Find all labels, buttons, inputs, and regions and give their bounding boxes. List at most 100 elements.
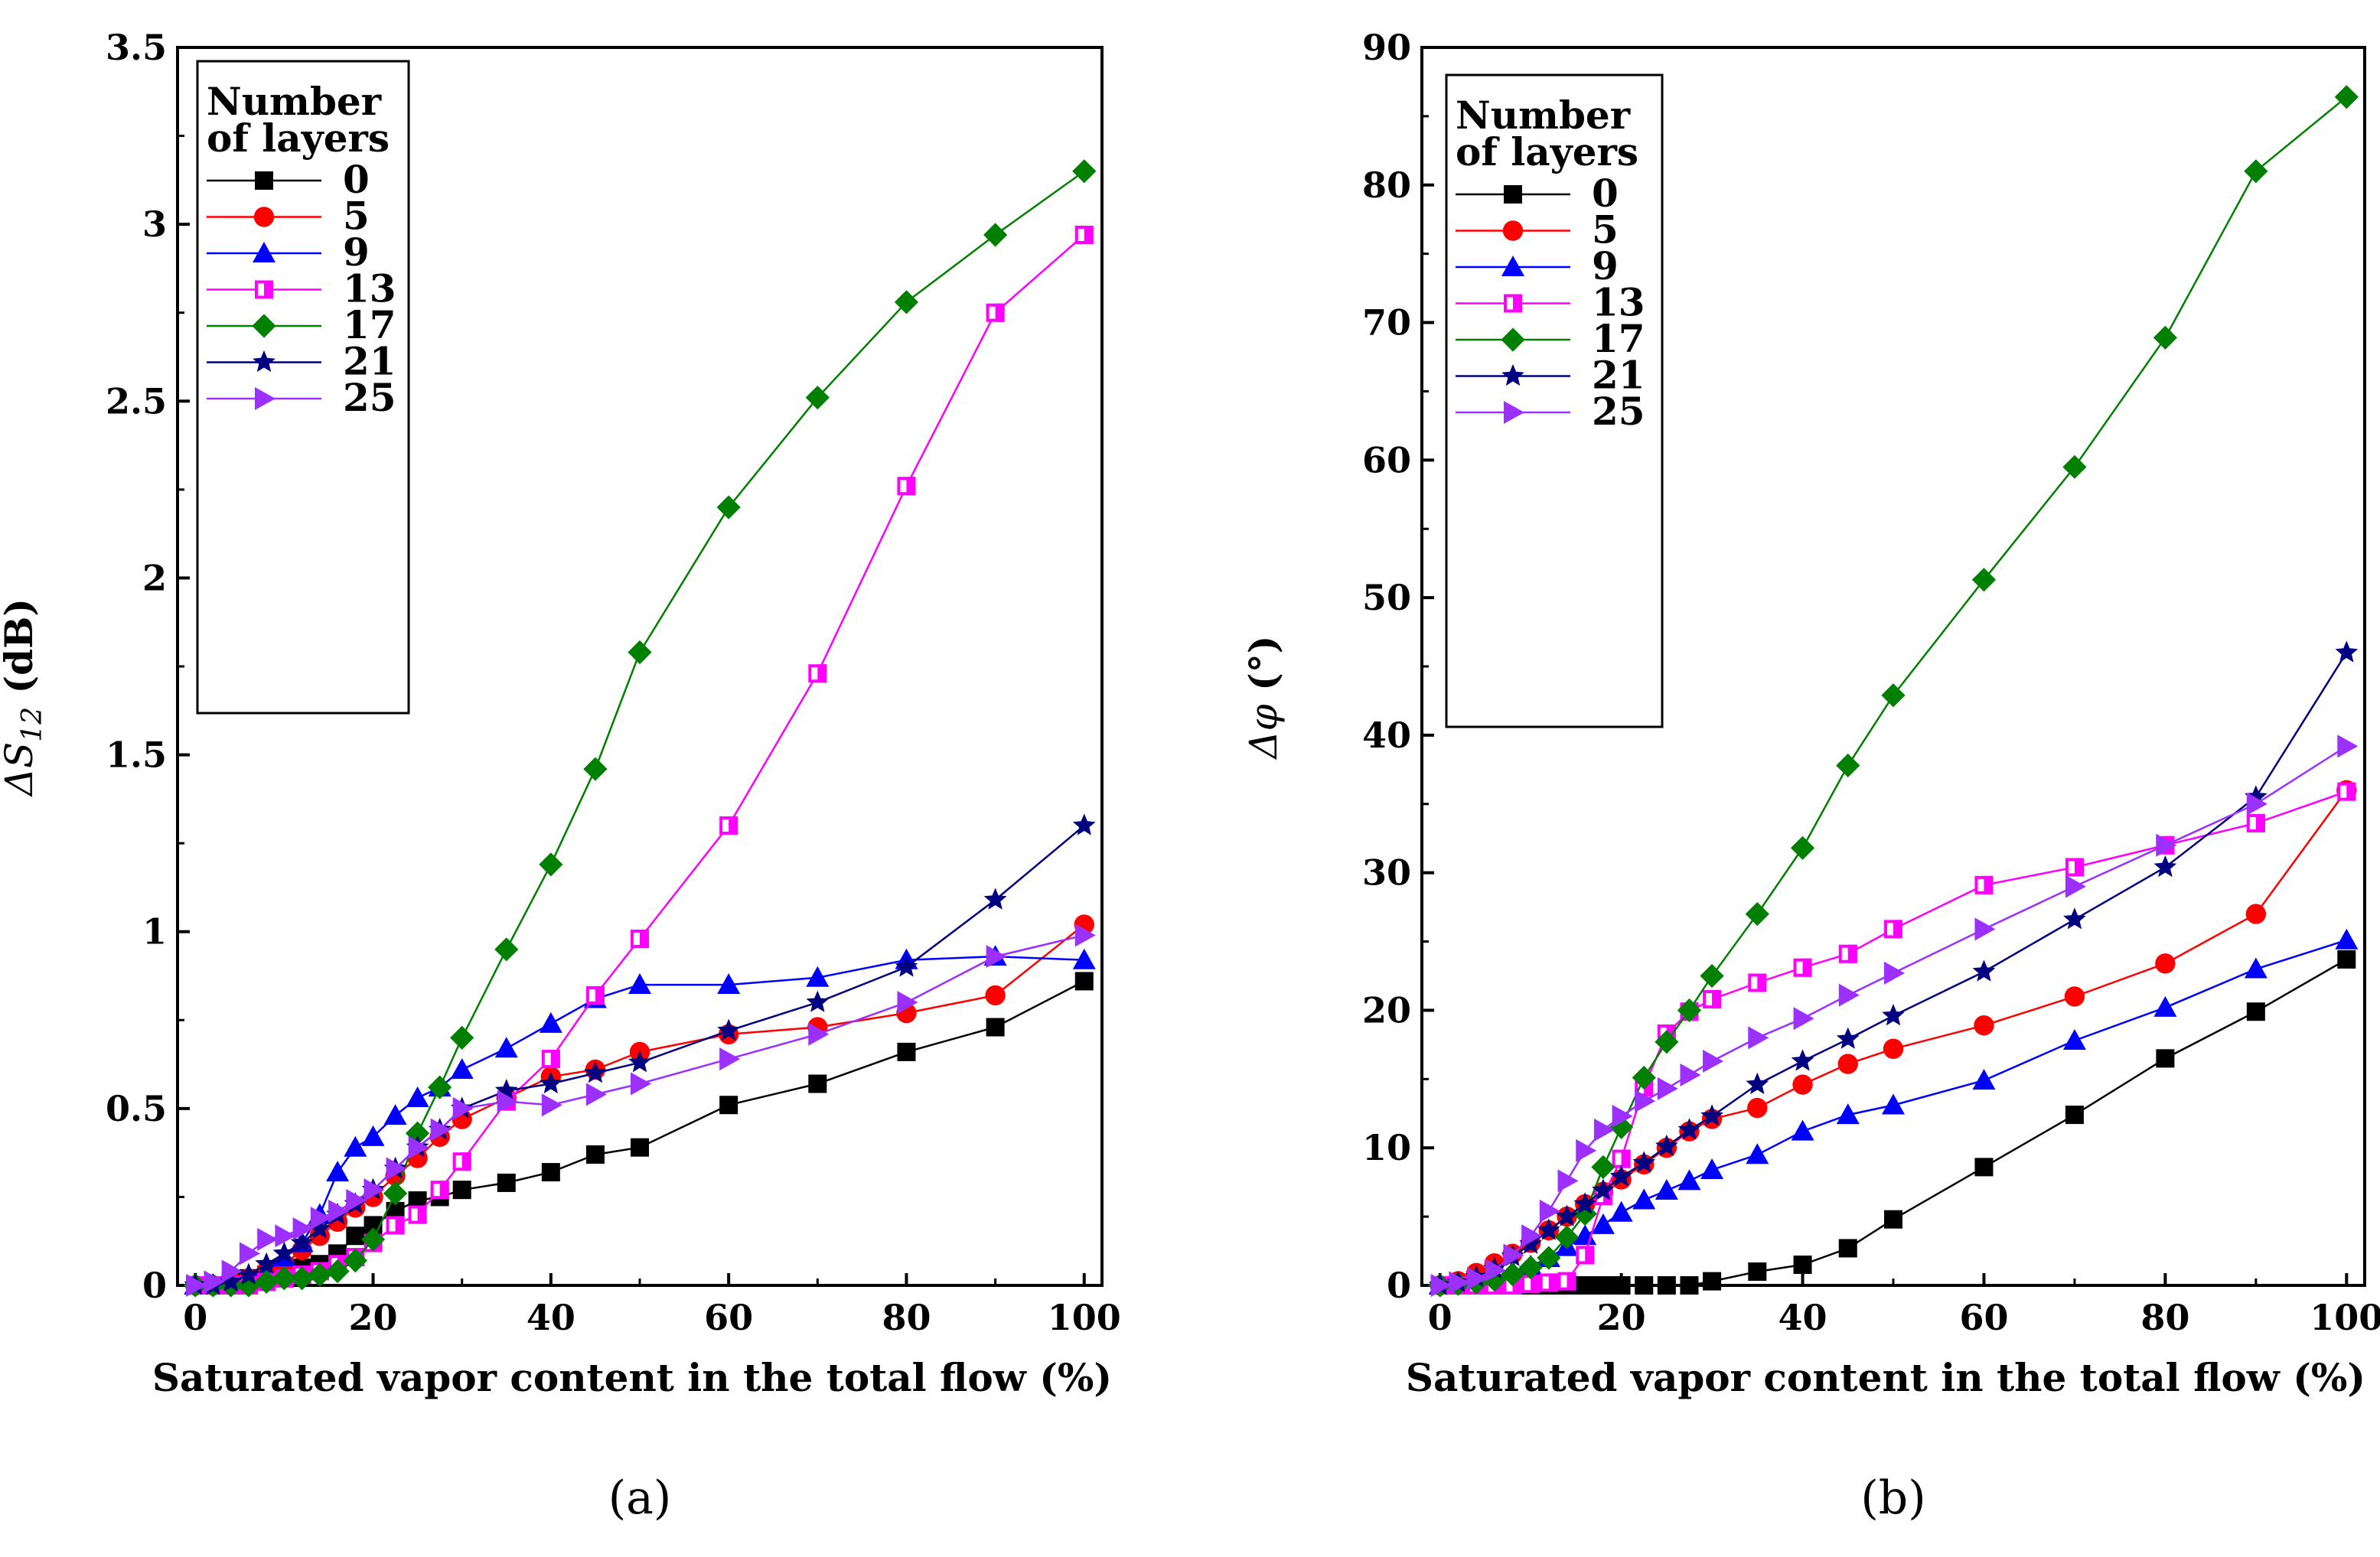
legend-label: 13	[343, 266, 396, 311]
y-tick-label: 1	[142, 911, 167, 953]
data-point	[1677, 1169, 1701, 1191]
data-point	[719, 1096, 738, 1115]
data-point	[328, 1199, 350, 1223]
data-point	[1539, 1199, 1560, 1223]
data-point	[1884, 920, 1902, 939]
data-point	[1430, 1274, 1452, 1297]
data-point	[386, 1216, 405, 1235]
data-point	[1677, 998, 1702, 1023]
data-point	[1881, 683, 1906, 708]
data-point	[897, 477, 916, 496]
data-point	[1703, 990, 1722, 1009]
data-point	[1972, 1069, 1996, 1090]
legend-label: 9	[343, 230, 370, 275]
legend-label: 5	[1592, 207, 1619, 252]
legend-marker	[253, 207, 275, 227]
data-point	[361, 1125, 385, 1146]
data-point	[1612, 1149, 1631, 1168]
data-point	[808, 1074, 827, 1093]
x-tick-label: 100	[2310, 1297, 2380, 1338]
data-point	[585, 1083, 607, 1106]
data-point	[1971, 568, 1997, 592]
data-point	[1576, 1246, 1595, 1265]
data-point	[2156, 1049, 2175, 1068]
legend-title: of layers	[207, 116, 390, 161]
data-point	[1680, 1276, 1699, 1295]
data-point	[1657, 1077, 1678, 1100]
data-point	[364, 1178, 385, 1202]
y-tick-label: 50	[1362, 577, 1411, 618]
data-point	[986, 1018, 1005, 1037]
data-point	[986, 945, 1007, 969]
y-tick-label: 40	[1362, 715, 1411, 756]
data-point	[539, 852, 563, 877]
data-point	[1591, 1213, 1615, 1234]
y-tick-label: 1.5	[106, 735, 167, 776]
data-point	[1074, 226, 1094, 245]
data-point	[631, 1072, 651, 1096]
legend-marker	[1502, 220, 1524, 241]
data-point	[408, 1135, 429, 1159]
series-5	[185, 914, 1094, 1296]
y-axis-label: ΔS12 (dB)	[0, 598, 48, 797]
data-point	[1592, 1178, 1615, 1200]
data-point	[2246, 813, 2265, 832]
legend-label: 17	[343, 302, 396, 347]
data-point	[628, 1050, 651, 1073]
panel-label: (b)	[1860, 1471, 1925, 1525]
y-tick-label: 10	[1362, 1127, 1411, 1168]
data-point	[325, 1259, 350, 1284]
data-point	[1791, 1049, 1814, 1071]
y-tick-label: 2.5	[106, 380, 167, 422]
data-point	[1791, 1119, 1814, 1141]
x-tick-label: 60	[1959, 1297, 2008, 1338]
data-point	[1974, 917, 1996, 941]
data-point	[631, 929, 649, 948]
data-point	[346, 1226, 365, 1246]
y-tick-label: 3.5	[106, 27, 167, 68]
data-point	[1882, 1093, 1905, 1115]
data-point	[719, 816, 738, 836]
data-point	[1793, 1256, 1812, 1275]
data-point	[983, 888, 1007, 910]
data-point	[1838, 1239, 1857, 1258]
data-point	[2062, 454, 2087, 479]
data-point	[1790, 836, 1815, 860]
data-point	[2153, 995, 2177, 1017]
data-point	[895, 955, 918, 977]
data-point	[1974, 1158, 1994, 1177]
data-point	[428, 1075, 452, 1099]
data-point	[275, 1224, 296, 1248]
legend-marker	[255, 171, 273, 190]
data-point	[257, 1227, 279, 1251]
data-point	[1793, 1007, 1814, 1031]
data-point	[897, 1042, 916, 1061]
legend-marker	[1501, 256, 1524, 276]
data-point	[386, 1201, 405, 1220]
data-point	[408, 1205, 427, 1224]
data-point	[360, 1227, 386, 1252]
data-point	[628, 973, 651, 995]
x-tick-label: 40	[527, 1297, 575, 1338]
legend-marker	[1504, 401, 1524, 424]
data-point	[631, 1138, 649, 1157]
x-tick-label: 0	[1428, 1297, 1452, 1338]
x-tick-label: 100	[1048, 1297, 1121, 1338]
y-tick-label: 60	[1362, 439, 1411, 480]
data-point	[2246, 1002, 2265, 1021]
data-point	[1591, 1155, 1615, 1179]
data-point	[1655, 1178, 1678, 1200]
data-point	[1745, 902, 1769, 927]
data-point	[1792, 1074, 1813, 1095]
data-point	[1072, 813, 1096, 836]
data-point	[806, 990, 830, 1012]
data-point	[2335, 640, 2359, 663]
data-point	[806, 966, 830, 987]
legend-title: of layers	[1456, 129, 1638, 174]
data-point	[308, 1217, 331, 1239]
data-point	[186, 1274, 207, 1297]
data-point	[2156, 833, 2177, 857]
y-tick-label: 70	[1362, 302, 1411, 344]
data-point	[430, 1118, 452, 1142]
